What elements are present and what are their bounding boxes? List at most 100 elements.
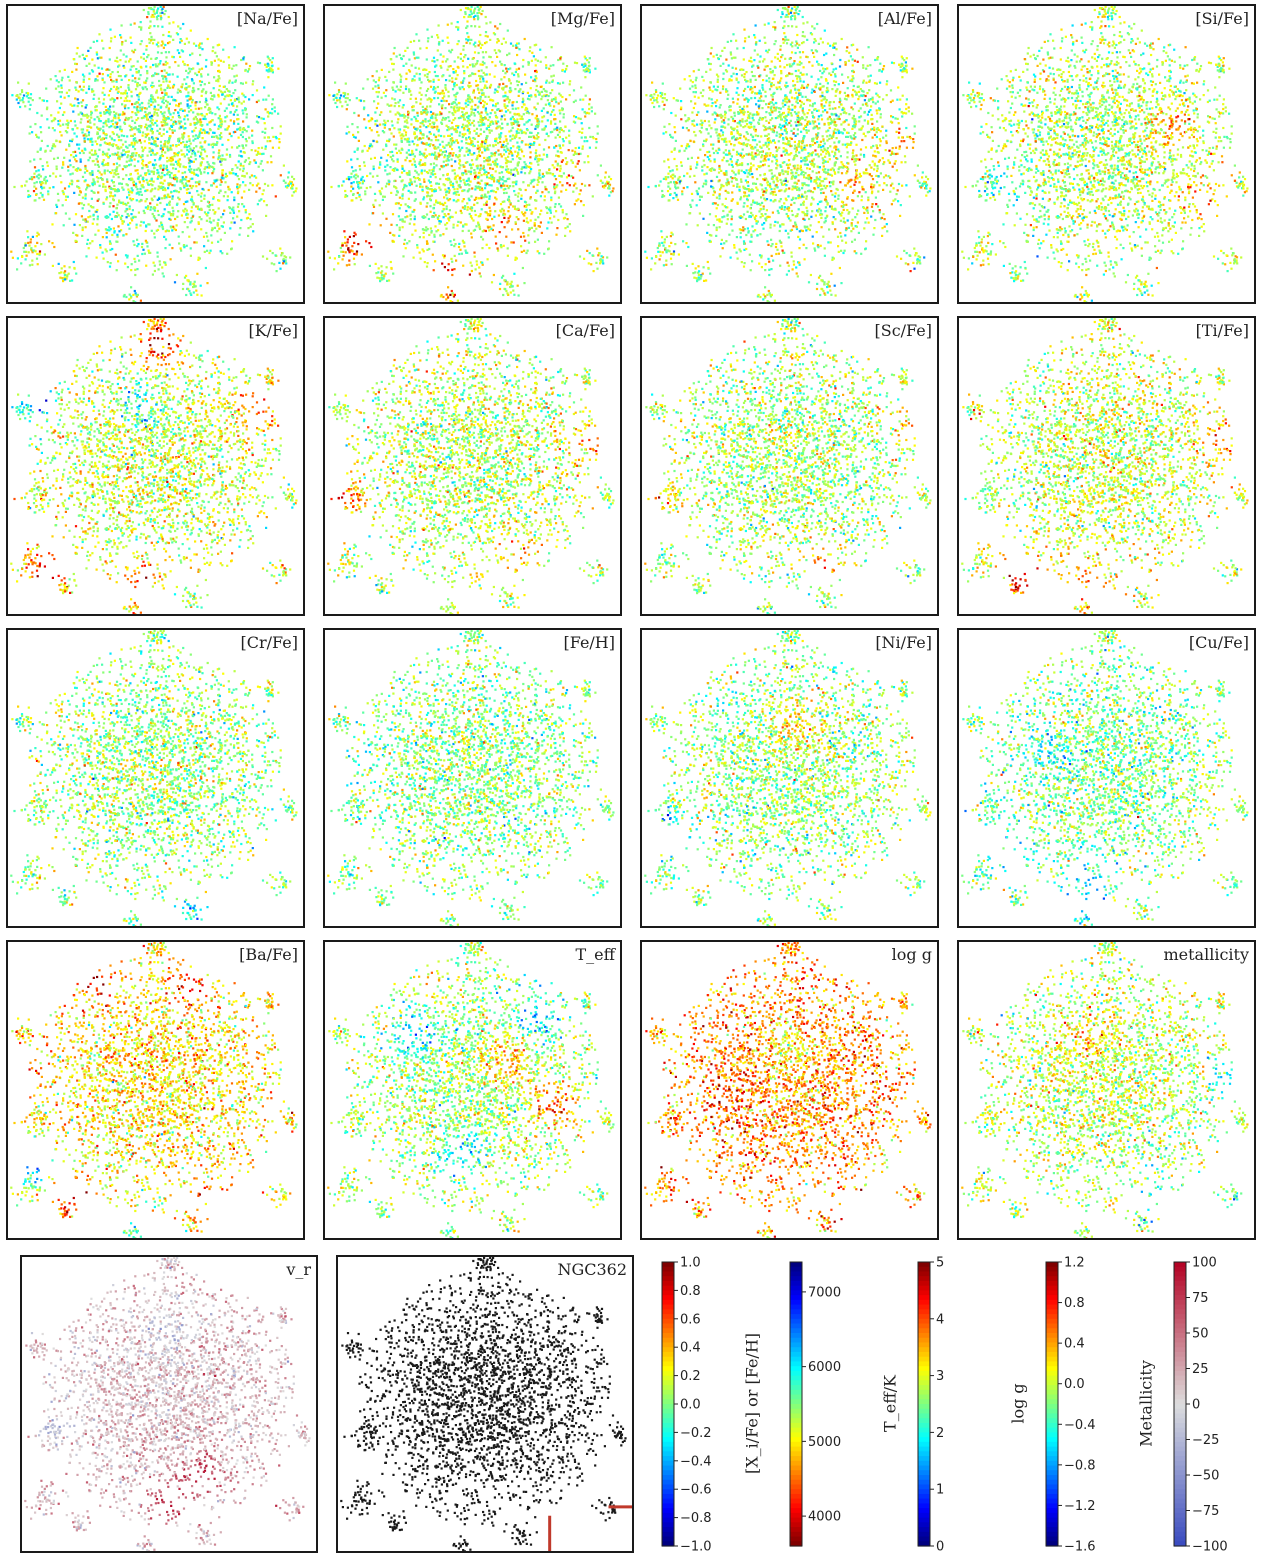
data-point [244, 68, 247, 72]
data-point [145, 264, 148, 267]
data-point [432, 153, 436, 156]
data-point [581, 108, 584, 111]
data-point [99, 176, 103, 180]
data-point [492, 178, 496, 181]
data-point [128, 88, 131, 91]
data-point [145, 241, 148, 244]
data-point [115, 215, 118, 218]
data-point [385, 217, 388, 220]
data-point [556, 162, 559, 165]
data-point [134, 154, 137, 157]
data-point [468, 273, 471, 276]
data-point [119, 34, 122, 37]
data-point [557, 196, 560, 199]
data-point [41, 165, 44, 168]
data-point [440, 121, 443, 124]
data-point [169, 214, 173, 217]
data-point [195, 205, 198, 208]
data-point [218, 227, 221, 230]
data-point [135, 139, 138, 142]
data-point [260, 117, 263, 120]
data-point [165, 203, 169, 206]
data-point [477, 121, 480, 124]
data-point [137, 243, 140, 246]
data-point [448, 209, 451, 212]
data-point [378, 166, 381, 169]
data-point [432, 78, 435, 81]
data-point [455, 200, 458, 203]
data-point [170, 118, 173, 122]
data-point [381, 198, 384, 201]
data-point [71, 279, 74, 282]
data-point [92, 179, 95, 182]
data-point [462, 107, 465, 110]
data-point [150, 15, 153, 18]
data-point [268, 68, 271, 71]
data-point [149, 190, 152, 193]
data-point [131, 119, 134, 122]
data-point [182, 203, 186, 206]
data-point [376, 130, 379, 134]
data-point [558, 131, 561, 134]
data-point [130, 187, 133, 190]
data-point [394, 90, 397, 93]
data-point [160, 51, 163, 55]
data-point [500, 184, 503, 187]
data-point [164, 141, 167, 144]
data-point [216, 78, 219, 81]
data-point [27, 241, 30, 244]
data-point [183, 115, 186, 118]
data-point [111, 131, 114, 134]
data-point [494, 88, 497, 91]
data-point [279, 247, 282, 250]
data-point [549, 92, 552, 95]
data-point [97, 117, 101, 120]
data-point [560, 151, 563, 154]
data-point [524, 163, 527, 166]
data-point [457, 28, 460, 31]
data-point [458, 158, 461, 161]
data-point [236, 105, 239, 108]
data-point [265, 65, 268, 68]
data-point [547, 135, 550, 138]
data-point [116, 211, 119, 214]
data-point [162, 77, 165, 80]
data-point [252, 230, 255, 233]
data-point [87, 247, 90, 250]
data-point [40, 183, 43, 186]
data-point [441, 97, 444, 100]
data-point [54, 87, 58, 90]
data-point [161, 225, 164, 228]
data-point [468, 131, 471, 134]
data-point [493, 91, 496, 94]
data-point [372, 139, 375, 143]
data-point [189, 160, 192, 163]
data-point [46, 144, 49, 148]
data-point [97, 177, 100, 180]
data-point [63, 68, 66, 71]
data-point [231, 67, 234, 70]
data-point [183, 171, 187, 174]
data-point [149, 97, 153, 100]
data-point [470, 98, 473, 101]
data-point [255, 100, 258, 104]
data-point [242, 169, 245, 173]
data-point [161, 227, 165, 231]
data-point [197, 167, 200, 170]
data-point [118, 157, 121, 160]
data-point [230, 247, 233, 250]
data-point [115, 207, 118, 210]
data-point [37, 177, 40, 180]
data-point [411, 79, 414, 82]
data-point [451, 112, 454, 115]
data-point [271, 252, 274, 255]
data-point [437, 152, 440, 155]
data-point [29, 103, 32, 106]
data-point [488, 197, 491, 200]
data-point [421, 142, 424, 145]
data-point [37, 169, 40, 172]
data-point [227, 89, 230, 92]
data-point [473, 228, 477, 231]
data-point [430, 35, 433, 38]
data-point [440, 99, 443, 102]
